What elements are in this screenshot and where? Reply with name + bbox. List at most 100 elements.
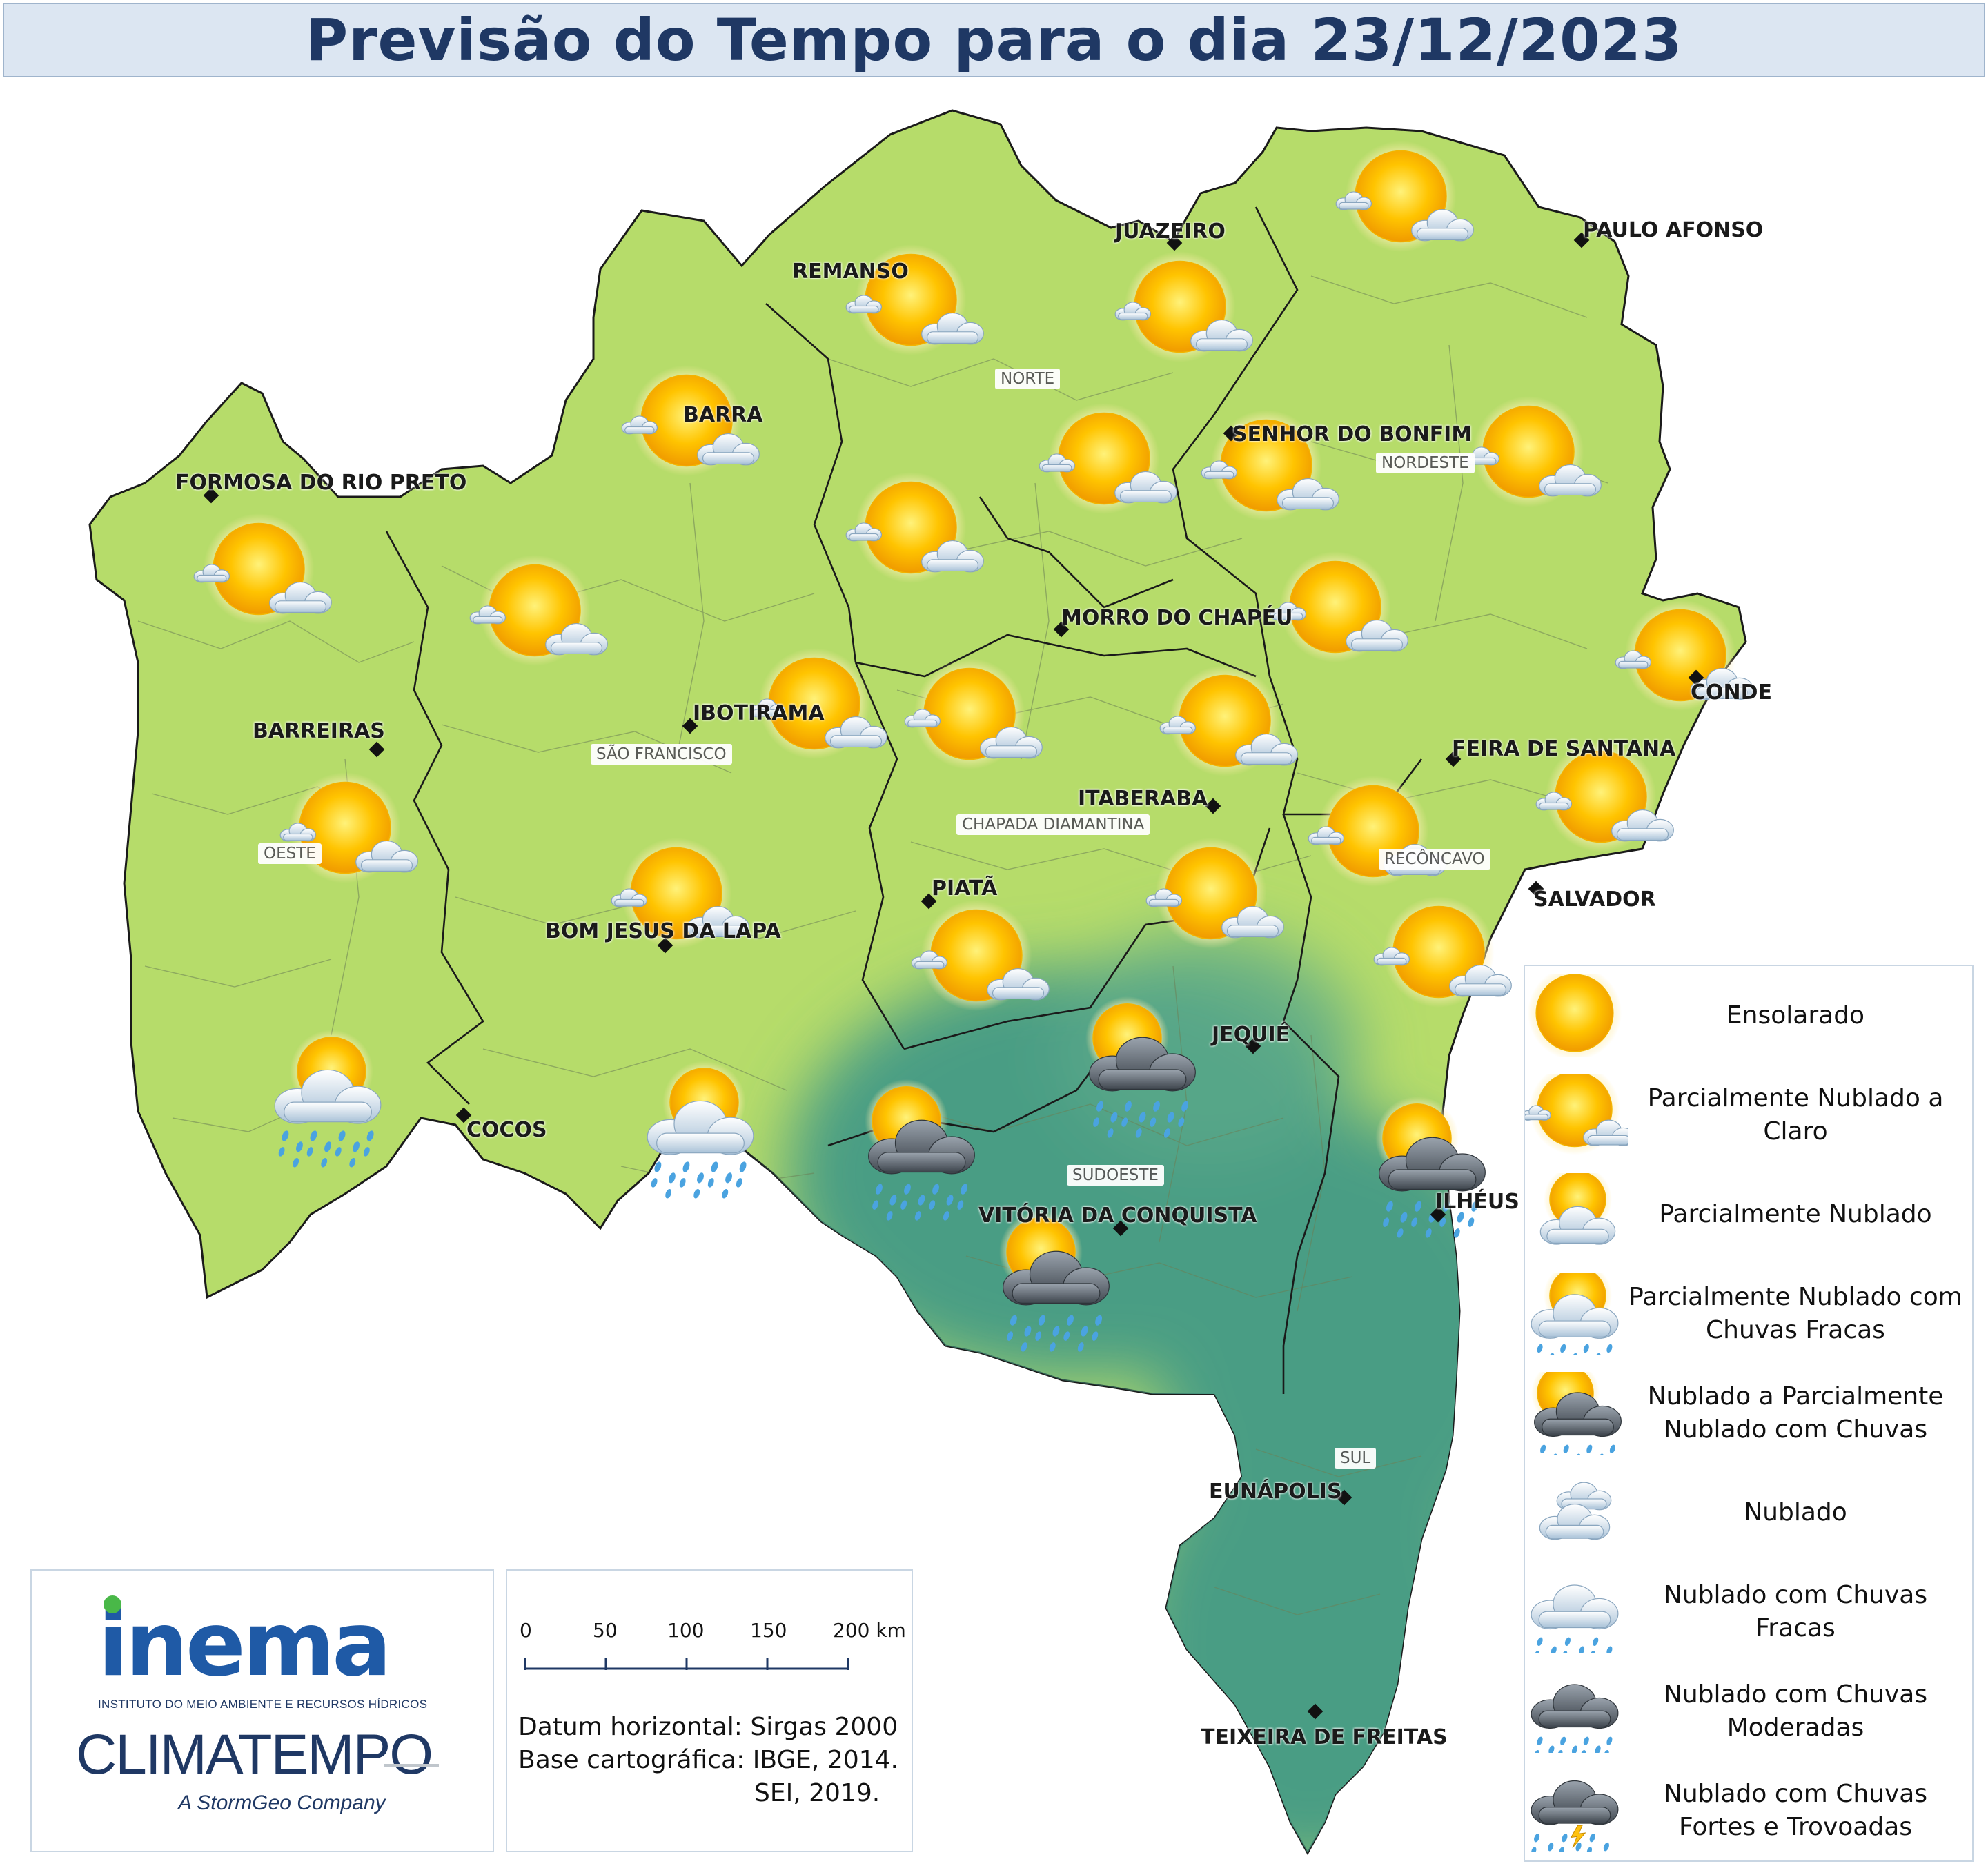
- city-label: VITÓRIA DA CONQUISTA: [978, 1204, 1257, 1228]
- city-label: SENHOR DO BONFIM: [1232, 422, 1473, 446]
- logo-box: inema INSTITUTO DO MEIO AMBIENTE E RECUR…: [30, 1569, 494, 1852]
- partly-cloudy-clear-icon: [1615, 599, 1753, 711]
- inema-logo-dot: [104, 1595, 121, 1613]
- partly-cloudy-light-rain-icon: [1525, 1261, 1628, 1375]
- region-label: SÃO FRANCISCO: [591, 744, 732, 765]
- legend-label: Nublado a Parcialmente Nublado com Chuva…: [1647, 1382, 1944, 1444]
- base-cartografica-text-2: SEI, 2019.: [754, 1779, 880, 1807]
- partly-cloudy-clear-icon: [911, 899, 1050, 1012]
- legend-item: Parcialmente Nublado a Claro: [1521, 1063, 1972, 1165]
- legend-label: Nublado com Chuvas Fracas: [1663, 1581, 1928, 1642]
- partly-cloudy-clear-icon: [845, 471, 984, 584]
- partly-cloudy-light-rain-icon: [274, 1030, 382, 1168]
- city-label: BARREIRAS: [253, 719, 385, 743]
- legend: Ensolarado Parcialmente Nublado a Claro …: [1521, 965, 1974, 1864]
- cloudy-icon: [1539, 1482, 1612, 1540]
- city-label: TEIXEIRA DE FREITAS: [1201, 1725, 1448, 1749]
- cloudy-heavy-rain-thunder-icon: [1531, 1780, 1619, 1864]
- cloudy-heavy-rain-thunder-icon: [1525, 1769, 1628, 1864]
- scale-bar: [524, 1658, 849, 1670]
- partly-cloudy-clear-icon: [469, 554, 608, 667]
- legend-item: Nublado com Chuvas Fracas: [1525, 1562, 1972, 1668]
- region-label: NORDESTE: [1376, 453, 1475, 473]
- scale-tick-label: 200 km: [833, 1619, 906, 1642]
- partly-cloudy-clear-icon: [1159, 665, 1298, 777]
- city-label: JEQUIÉ: [1212, 1023, 1290, 1047]
- partly-cloudy-clear-icon: [1373, 896, 1512, 1008]
- city-label: MORRO DO CHAPÉU: [1061, 606, 1293, 630]
- cloudy-icon: [1525, 1471, 1628, 1554]
- partly-cloudy-clear-icon: [1145, 837, 1284, 950]
- partly-cloudy-clear-icon: [845, 244, 984, 356]
- cloudy-partly-cloudy-rain-icon: [1085, 996, 1196, 1138]
- partly-cloudy-clear-icon: [1201, 409, 1339, 522]
- partly-cloudy-icon: [1525, 1165, 1628, 1256]
- city-label: EUNÁPOLIS: [1209, 1480, 1342, 1504]
- partly-cloudy-clear-icon: [1114, 251, 1253, 363]
- scale-box: 0 50 100 150 200 km Datum horizontal: Si…: [506, 1569, 913, 1852]
- cloudy-light-rain-icon: [1525, 1571, 1628, 1668]
- cloudy-moderate-rain-icon: [1525, 1670, 1628, 1767]
- climatempo-logo-line: [384, 1764, 439, 1767]
- city-label: IBOTIRAMA: [693, 701, 825, 725]
- legend-label: Nublado com Chuvas Fortes e Trovoadas: [1663, 1780, 1928, 1841]
- region-label: NORTE: [995, 369, 1061, 389]
- region-label: RECÔNCAVO: [1379, 849, 1490, 870]
- scale-tick-label: 0: [520, 1619, 532, 1642]
- partly-cloudy-light-rain-icon: [647, 1061, 754, 1199]
- sunny-icon: [1525, 965, 1628, 1061]
- cloudy-partly-cloudy-rain-icon: [1375, 1096, 1486, 1238]
- city-label: COCOS: [466, 1118, 547, 1142]
- legend-label: Nublado com Chuvas Moderadas: [1663, 1680, 1928, 1742]
- cloudy-partly-cloudy-rain-icon: [999, 1210, 1110, 1352]
- partly-cloudy-clear-icon: [1521, 1063, 1635, 1157]
- city-label: BARRA: [683, 403, 763, 427]
- partly-cloudy-clear-icon: [1535, 740, 1674, 853]
- partly-cloudy-clear-icon: [904, 658, 1043, 770]
- city-label: CONDE: [1691, 680, 1773, 705]
- city-label: PAULO AFONSO: [1583, 218, 1764, 242]
- city-label: ITABERABA: [1078, 787, 1208, 811]
- climatempo-logo: CLIMATEMPO: [76, 1723, 433, 1786]
- partly-cloudy-light-rain-icon: [1531, 1261, 1619, 1375]
- partly-cloudy-clear-icon: [1270, 551, 1408, 663]
- stormgeo-text: A StormGeo Company: [178, 1791, 386, 1814]
- partly-cloudy-clear-icon: [621, 364, 760, 477]
- scale-tick-label: 100: [667, 1619, 705, 1642]
- legend-item: Nublado: [1525, 1463, 1972, 1562]
- city-label: FORMOSA DO RIO PRETO: [175, 471, 467, 495]
- legend-item: Parcialmente Nublado com Chuvas Fracas: [1525, 1261, 1972, 1375]
- city-label: BOM JESUS DA LAPA: [545, 919, 781, 943]
- base-cartografica-text: Base cartográfica: IBGE, 2014.: [518, 1746, 898, 1774]
- partly-cloudy-clear-icon: [1521, 1063, 1635, 1155]
- partly-cloudy-clear-icon: [193, 513, 332, 625]
- partly-cloudy-clear-icon: [611, 837, 749, 950]
- partly-cloudy-icon: [1539, 1165, 1616, 1245]
- region-label: OESTE: [258, 843, 322, 864]
- cloudy-moderate-rain-icon: [1531, 1684, 1619, 1767]
- legend-label: Parcialmente Nublado com Chuvas Fracas: [1628, 1283, 1962, 1344]
- city-label: FEIRA DE SANTANA: [1452, 737, 1676, 761]
- inema-logo: inema: [98, 1593, 392, 1696]
- city-label: ILHÉUS: [1435, 1190, 1519, 1214]
- cloudy-partly-cloudy-rain-icon: [1531, 1359, 1622, 1475]
- inema-subtitle: INSTITUTO DO MEIO AMBIENTE E RECURSOS HÍ…: [98, 1698, 428, 1711]
- legend-item: Parcialmente Nublado: [1525, 1165, 1972, 1264]
- cloudy-partly-cloudy-rain-icon: [1525, 1359, 1628, 1475]
- region-label: CHAPADA DIAMANTINA: [956, 814, 1150, 835]
- region-label: SUL: [1335, 1448, 1377, 1469]
- city-label: JUAZEIRO: [1115, 219, 1226, 244]
- legend-label: Ensolarado: [1726, 1001, 1865, 1030]
- legend-item: Ensolarado: [1525, 965, 1972, 1065]
- scale-tick-label: 150: [750, 1619, 787, 1642]
- scale-tick-label: 50: [593, 1619, 618, 1642]
- legend-item: Nublado com Chuvas Moderadas: [1525, 1662, 1972, 1767]
- legend-label: Parcialmente Nublado a Claro: [1647, 1084, 1944, 1146]
- legend-label: Nublado: [1744, 1498, 1847, 1526]
- partly-cloudy-clear-icon: [1335, 140, 1474, 253]
- city-label: PIATÃ: [932, 876, 998, 901]
- city-label: REMANSO: [792, 259, 909, 284]
- datum-text: Datum horizontal: Sirgas 2000: [518, 1713, 898, 1741]
- partly-cloudy-clear-icon: [749, 647, 887, 760]
